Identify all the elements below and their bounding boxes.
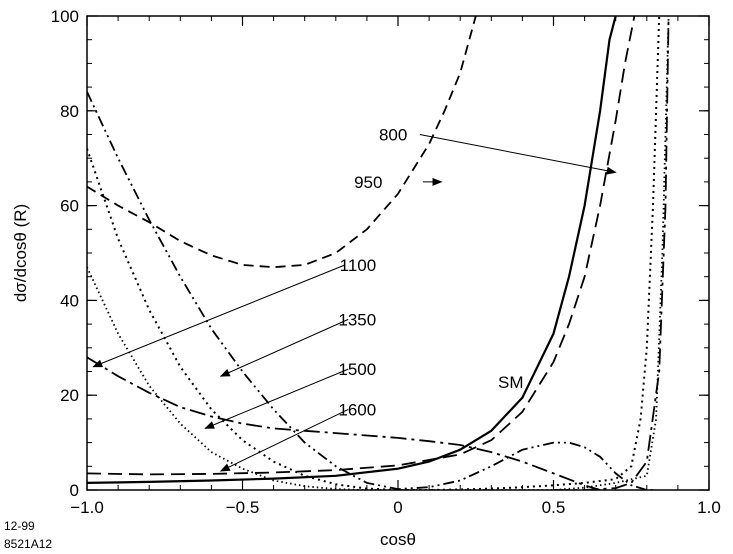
x-tick-label: −0.5	[226, 498, 260, 517]
footer-date: 12-99	[4, 519, 35, 533]
x-tick-label: 1.0	[697, 498, 721, 517]
annotation-label-1600: 1600	[338, 400, 376, 419]
annotation-arrow-800	[419, 134, 617, 175]
annotation-arrow-1100	[92, 264, 346, 368]
annotation-layer: 800 950 1100 1350 1500 1600	[92, 126, 617, 472]
x-tick-label: 0.5	[542, 498, 566, 517]
x-tick-label: −1.0	[70, 498, 104, 517]
series-line-1100	[87, 356, 601, 490]
y-tick-label: 80	[60, 102, 79, 121]
series-line-extra-7	[553, 16, 670, 490]
series-line-950	[87, 16, 477, 269]
y-tick-label: 20	[60, 386, 79, 405]
series-line-sm	[87, 16, 617, 484]
y-tick-label: 40	[60, 291, 79, 310]
annotation-label-1100: 1100	[340, 256, 377, 275]
y-tick-label: 60	[60, 197, 79, 216]
annotation-label-1500: 1500	[338, 360, 376, 379]
annotation-label-950: 950	[354, 173, 382, 192]
footer-code: 8521A12	[4, 537, 52, 551]
series-line-800	[87, 16, 636, 476]
series-layer	[87, 16, 670, 490]
x-tick-label: 0	[393, 498, 402, 517]
sm-label: SM	[498, 373, 524, 392]
axis-tick-labels: −1.0 −0.5 0 0.5 1.0 0 20 40 60 80 100	[51, 7, 721, 517]
y-tick-label: 0	[70, 481, 79, 500]
x-axis-label: cosθ	[380, 530, 416, 549]
series-line-1350	[87, 91, 657, 490]
axis-ticks	[86, 15, 710, 491]
plot-frame	[86, 15, 710, 491]
annotation-arrow-1350	[219, 318, 349, 377]
y-tick-label: 100	[51, 7, 79, 26]
annotation-arrow-1500	[204, 368, 349, 429]
annotation-label-800: 800	[379, 126, 407, 145]
annotation-arrow-1600	[219, 408, 349, 472]
series-line-1600	[87, 16, 670, 490]
annotation-label-1350: 1350	[338, 310, 376, 329]
y-axis-label: dσ/dcosθ (R)	[11, 204, 30, 302]
